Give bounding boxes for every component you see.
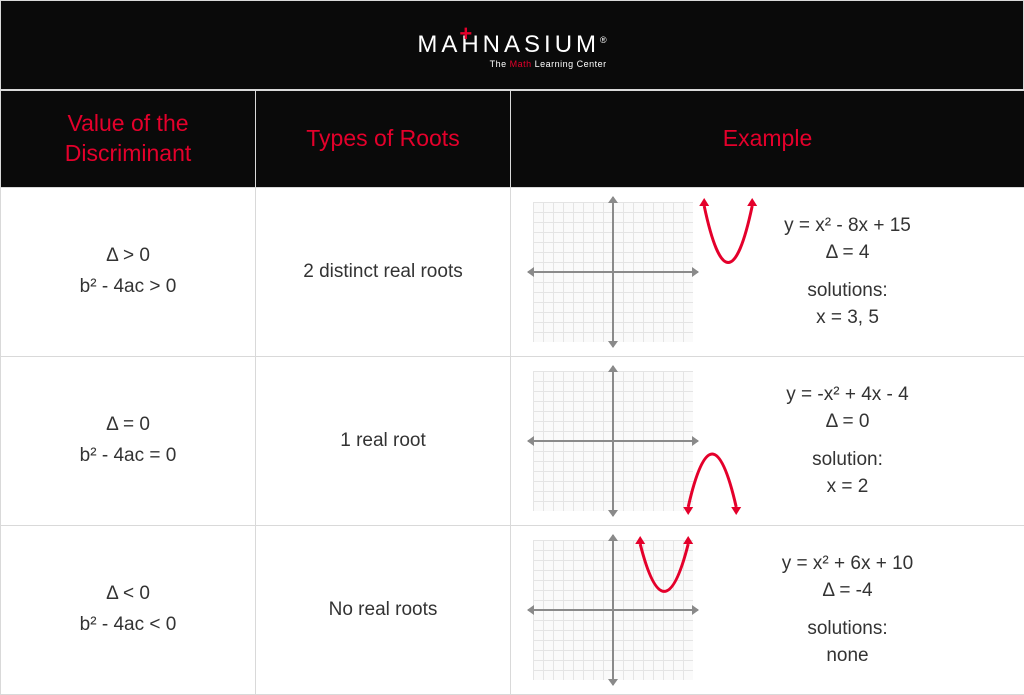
brand-logo: MA+HNASIUM® The Math Learning Center	[417, 31, 606, 59]
mini-graph	[533, 540, 693, 680]
roots-cell: 2 distinct real roots	[256, 187, 511, 356]
delta-condition: Δ < 0	[9, 579, 247, 609]
logo-a-plus: A+	[441, 31, 461, 59]
plus-icon: +	[459, 21, 472, 47]
discriminant-cell: Δ > 0 b² - 4ac > 0	[1, 187, 256, 356]
example-cell: y = x² - 8x + 15 Δ = 4 solutions: x = 3,…	[511, 187, 1024, 356]
parabola-curve	[613, 540, 773, 680]
table-row: Δ = 0 b² - 4ac = 0 1 real root y = -x² +…	[1, 356, 1024, 525]
mini-graph	[533, 371, 693, 511]
discriminant-cell: Δ = 0 b² - 4ac = 0	[1, 356, 256, 525]
delta-condition: Δ = 0	[9, 410, 247, 440]
parabola-curve	[613, 371, 773, 511]
roots-cell: 1 real root	[256, 356, 511, 525]
mini-graph	[533, 202, 693, 342]
arrow-icon	[522, 605, 534, 615]
discriminant-table: Value of theDiscriminant Types of Roots …	[0, 90, 1024, 695]
header-bar: MA+HNASIUM® The Math Learning Center	[0, 0, 1024, 90]
arrow-icon	[608, 341, 618, 353]
parabola-curve	[613, 202, 773, 342]
formula-condition: b² - 4ac > 0	[9, 272, 247, 302]
arrow-icon	[522, 267, 534, 277]
roots-cell: No real roots	[256, 525, 511, 694]
delta-condition: Δ > 0	[9, 241, 247, 271]
header-discriminant: Value of theDiscriminant	[1, 91, 256, 188]
arrow-icon	[608, 510, 618, 522]
header-row: Value of theDiscriminant Types of Roots …	[1, 91, 1024, 188]
table-row: Δ < 0 b² - 4ac < 0 No real roots y = x² …	[1, 525, 1024, 694]
formula-condition: b² - 4ac = 0	[9, 441, 247, 471]
logo-left: M	[417, 31, 441, 58]
header-roots: Types of Roots	[256, 91, 511, 188]
arrow-icon	[608, 679, 618, 691]
discriminant-cell: Δ < 0 b² - 4ac < 0	[1, 525, 256, 694]
example-cell: y = x² + 6x + 10 Δ = -4 solutions: none	[511, 525, 1024, 694]
table-body: Δ > 0 b² - 4ac > 0 2 distinct real roots…	[1, 187, 1024, 694]
arrow-icon	[522, 436, 534, 446]
table-row: Δ > 0 b² - 4ac > 0 2 distinct real roots…	[1, 187, 1024, 356]
tagline: The Math Learning Center	[490, 59, 607, 69]
logo-right: HNASIUM	[461, 31, 600, 58]
header-example: Example	[511, 91, 1024, 188]
registered-mark: ®	[600, 35, 607, 45]
formula-condition: b² - 4ac < 0	[9, 610, 247, 640]
example-cell: y = -x² + 4x - 4 Δ = 0 solution: x = 2	[511, 356, 1024, 525]
